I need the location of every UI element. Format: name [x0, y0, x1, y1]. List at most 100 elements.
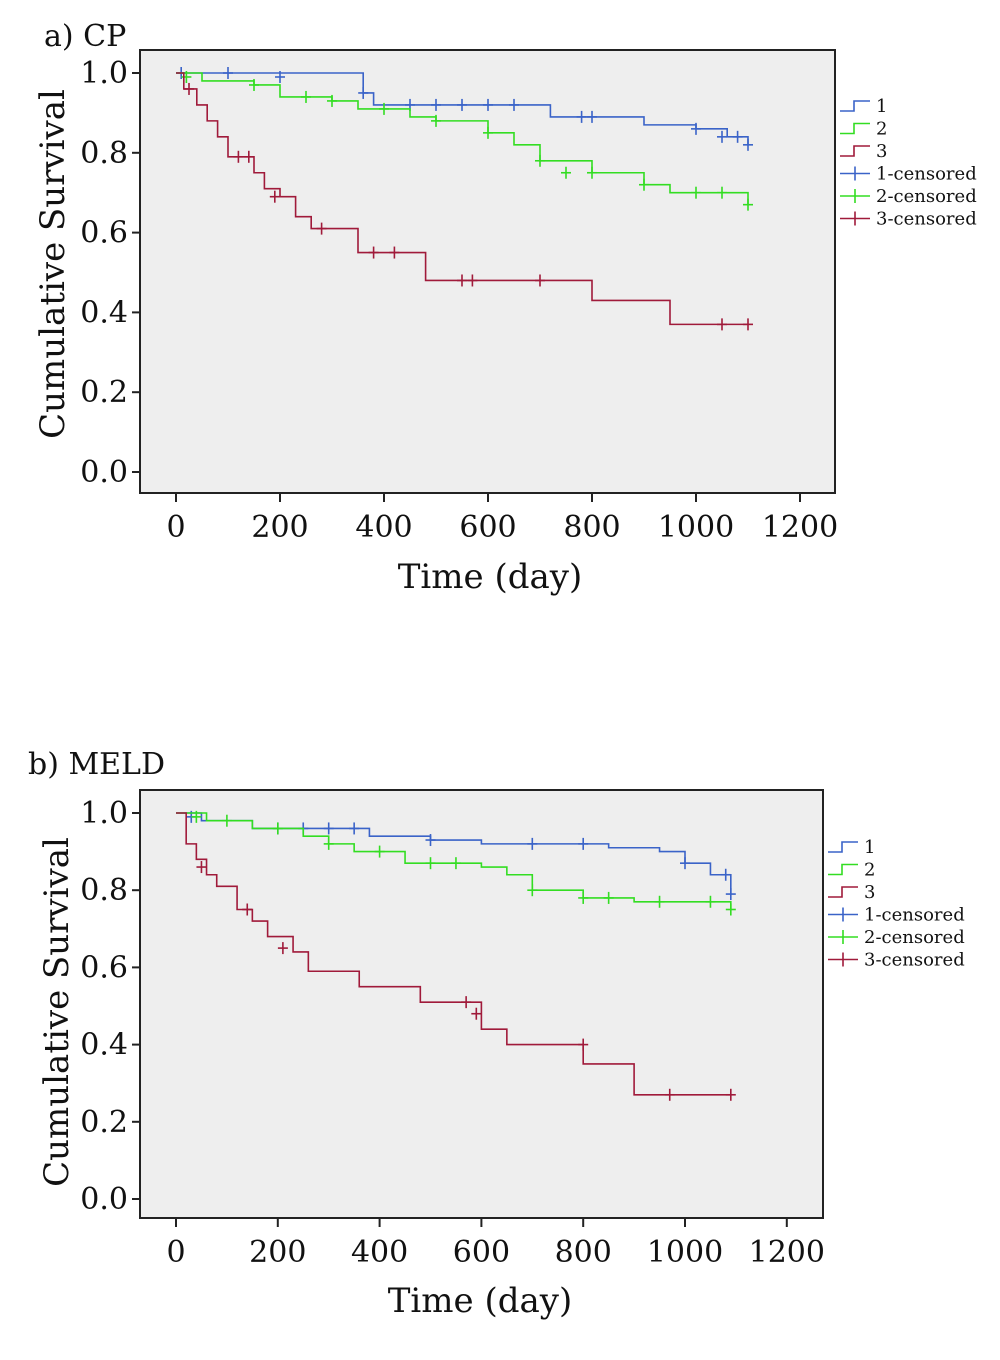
censor-mark-3: [743, 318, 753, 331]
y-tick-label: 0.6: [80, 950, 128, 985]
censor-mark-2: [654, 895, 665, 908]
legend-label: 3: [876, 141, 887, 162]
x-tick-label: 1200: [762, 510, 838, 545]
censor-mark-3: [461, 996, 472, 1009]
censor-mark-3: [389, 246, 400, 259]
x-tick-label: 1000: [647, 1235, 723, 1270]
censor-mark-1: [725, 888, 736, 901]
censor-mark-1: [576, 110, 587, 123]
chart-title: b) MELD: [28, 747, 165, 782]
censor-mark-3: [233, 150, 244, 163]
censor-mark-1: [587, 110, 597, 123]
censor-mark-3: [269, 190, 280, 203]
censor-mark-2: [249, 78, 259, 91]
censor-mark-2: [561, 166, 571, 179]
legend-label: 3-censored: [876, 209, 977, 230]
y-tick-label: 0.4: [80, 1028, 128, 1063]
chart-svg-meld: b) MELD Time (day) Cumulative Survival 0…: [28, 747, 965, 1321]
censor-mark-3: [471, 1007, 482, 1020]
x-tick-label: 0: [166, 510, 185, 545]
legend-label: 2: [876, 119, 887, 140]
censor-mark-1: [743, 138, 753, 151]
legend-label: 3-censored: [864, 950, 965, 971]
censor-mark-1: [275, 70, 285, 83]
y-tick-label: 0.0: [80, 455, 128, 490]
x-tick-label: 200: [251, 510, 308, 545]
censor-mark-2: [578, 891, 589, 904]
censor-mark-3: [196, 861, 207, 874]
y-tick-label: 0.6: [80, 216, 128, 251]
km-curve-3: [176, 812, 731, 1096]
censor-mark-1: [323, 822, 334, 835]
chart-panel-meld: b) MELD Time (day) Cumulative Survival 0…: [0, 740, 1000, 1360]
censor-mark-2: [603, 891, 614, 904]
x-tick-label: 1200: [749, 1235, 825, 1270]
y-tick-label: 0.4: [80, 295, 128, 330]
censor-mark-3: [243, 150, 254, 163]
legend-item-1: 1: [828, 837, 875, 858]
censor-mark-2: [327, 94, 337, 107]
censor-mark-2: [587, 166, 597, 179]
y-tick-label: 0.0: [80, 1182, 128, 1217]
x-tick-label: 200: [249, 1235, 306, 1270]
x-tick-label: 400: [355, 510, 412, 545]
y-tick-label: 0.2: [80, 1105, 128, 1140]
censor-mark-3: [242, 903, 253, 916]
legend-label: 1: [864, 837, 875, 858]
legend-item-1: 1: [840, 96, 887, 117]
y-axis-title: Cumulative Survival: [37, 837, 77, 1187]
legend-item-3: 3: [828, 882, 875, 903]
censor-mark-2: [431, 114, 441, 127]
y-axis-title: Cumulative Survival: [33, 89, 73, 439]
censor-mark-1: [732, 130, 743, 143]
censor-mark-1: [431, 98, 441, 111]
y-tick-label: 0.2: [80, 375, 128, 410]
censor-mark-2: [717, 186, 727, 199]
x-tick-label: 600: [459, 510, 516, 545]
legend-label: 1-censored: [876, 164, 977, 185]
x-tick-label: 0: [166, 1235, 185, 1270]
legend-item-3-censored: 3-censored: [828, 950, 965, 971]
censor-mark-1: [680, 857, 690, 870]
censor-mark-1: [358, 86, 369, 99]
x-tick-label: 600: [453, 1235, 510, 1270]
km-curve-3: [176, 72, 748, 326]
censor-mark-2: [301, 90, 311, 103]
y-tick-label: 1.0: [80, 796, 128, 831]
censor-mark-2: [272, 822, 283, 835]
x-tick-label: 800: [555, 1235, 612, 1270]
censor-mark-2: [705, 895, 716, 908]
legend-label: 2-censored: [876, 186, 977, 207]
censor-mark-2: [374, 845, 385, 858]
censor-mark-1: [527, 837, 538, 850]
censor-mark-1: [717, 130, 727, 143]
censor-mark-1: [509, 98, 519, 111]
censor-mark-1: [720, 868, 731, 881]
y-tick-label: 0.8: [80, 873, 128, 908]
censor-mark-2: [379, 102, 389, 115]
plot-area: [139, 49, 836, 494]
censor-mark-1: [457, 98, 467, 111]
censor-mark-2: [483, 126, 493, 139]
y-tick-label: 0.8: [80, 136, 128, 171]
x-tick-label: 800: [563, 510, 620, 545]
legend-label: 2: [864, 860, 875, 881]
censor-mark-3: [316, 222, 327, 235]
censor-mark-3: [368, 246, 379, 259]
legend-item-2: 2: [828, 860, 875, 881]
legend-item-2-censored: 2-censored: [828, 927, 965, 948]
chart-svg-cp: a) CP Time (day) Cumulative Survival 0.0…: [33, 19, 977, 597]
censor-mark-1: [483, 98, 493, 111]
legend-label: 1-censored: [864, 905, 965, 926]
censor-mark-3: [725, 1088, 736, 1101]
censor-mark-2: [425, 857, 436, 870]
censor-mark-2: [725, 903, 736, 916]
censor-mark-2: [691, 186, 701, 199]
legend-item-1-censored: 1-censored: [828, 905, 965, 926]
legend-item-2-censored: 2-censored: [840, 186, 977, 207]
legend-item-1-censored: 1-censored: [840, 164, 977, 185]
censor-mark-2: [527, 884, 538, 897]
chart-title: a) CP: [44, 19, 126, 54]
legend-label: 2-censored: [864, 927, 965, 948]
x-tick-label: 1000: [658, 510, 734, 545]
